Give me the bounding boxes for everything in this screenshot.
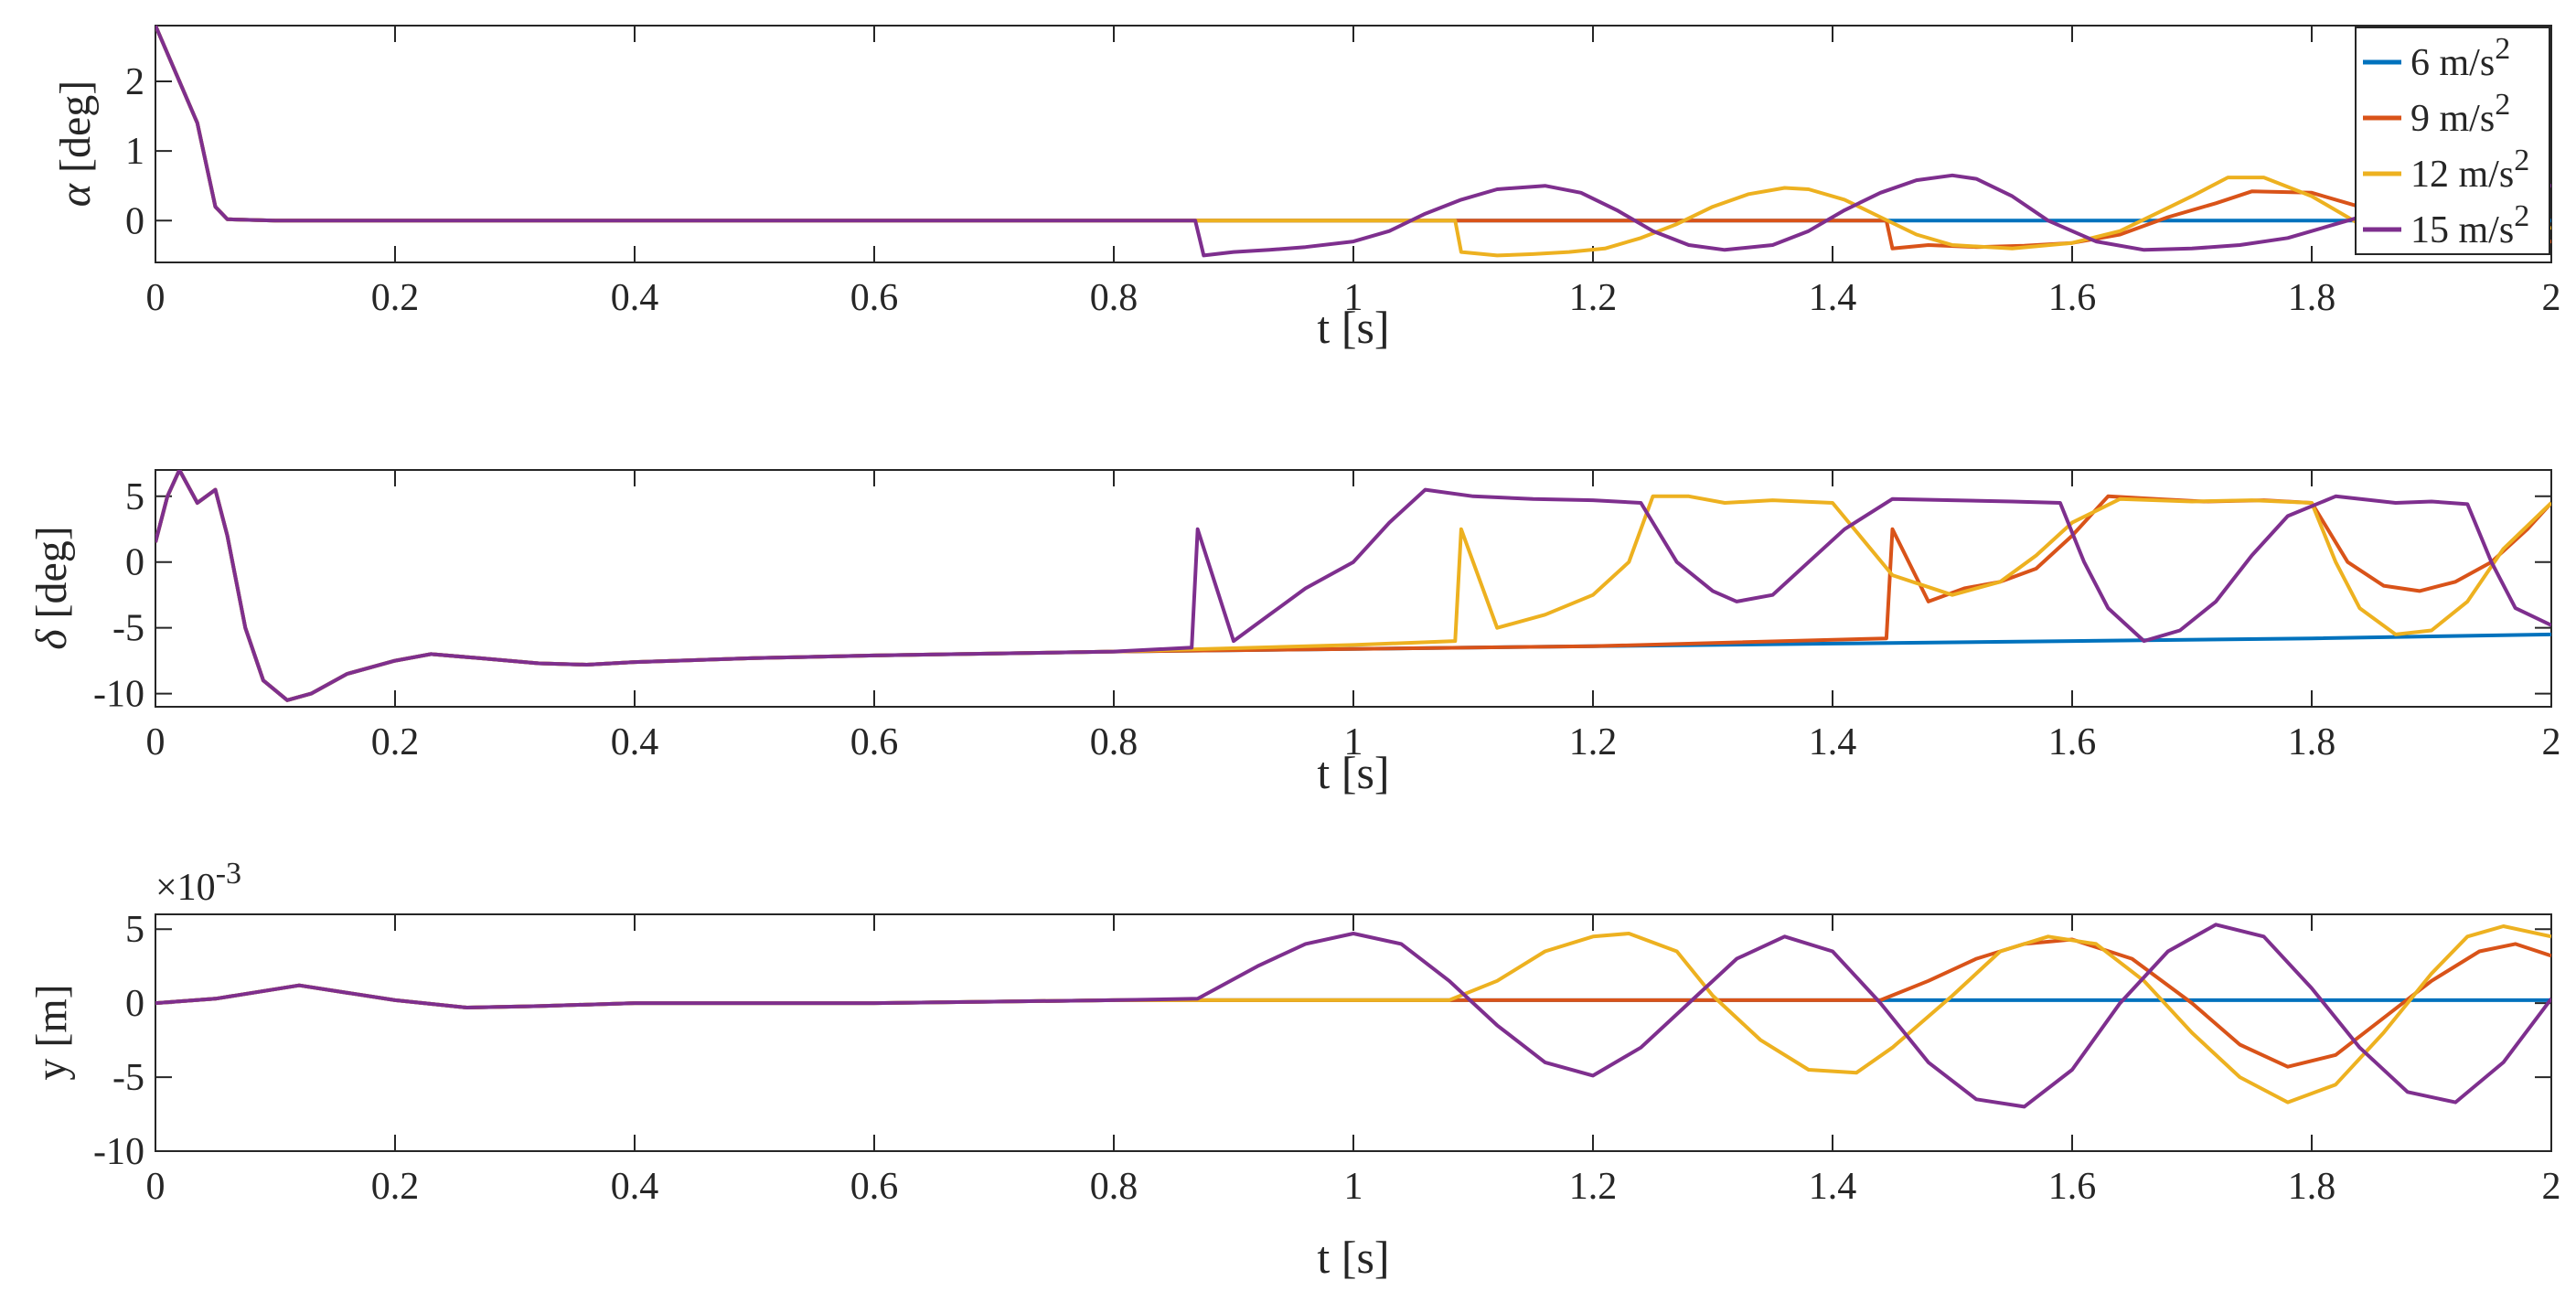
legend-label-15-base: 15 m/s bbox=[2410, 209, 2514, 251]
legend-label-9-base: 9 m/s bbox=[2410, 98, 2495, 140]
alpha-ylabel-symbol: α bbox=[51, 183, 100, 207]
delta-xtick-label: 1.2 bbox=[1569, 721, 1618, 763]
delta-series-9 bbox=[155, 470, 2551, 702]
y-xtick-label: 2 bbox=[2542, 1166, 2561, 1208]
delta-series-12 bbox=[155, 470, 2551, 702]
delta-ytick-label: 5 bbox=[125, 476, 144, 518]
alpha-xtick-label: 1.6 bbox=[2048, 277, 2097, 319]
delta-xtick-label: 1.4 bbox=[1809, 721, 1857, 763]
legend-entry-6: 6 m/s2 bbox=[2363, 32, 2510, 84]
y-xtick-label: 0.2 bbox=[371, 1166, 420, 1208]
legend-label-15-sup: 2 bbox=[2514, 199, 2529, 233]
legend-label-9-sup: 2 bbox=[2495, 88, 2510, 122]
delta-lines bbox=[155, 470, 2551, 702]
y-exponent-base: ×10 bbox=[155, 867, 216, 909]
delta-series-15 bbox=[155, 470, 2551, 702]
delta-xlabel: t [s] bbox=[1317, 747, 1389, 798]
delta-ytick-label: -5 bbox=[112, 608, 144, 650]
delta-xtick-label: 1 bbox=[1344, 721, 1363, 763]
legend-label-6: 6 m/s2 bbox=[2410, 32, 2510, 84]
y-lines bbox=[155, 923, 2551, 1109]
delta-ytick-label: 0 bbox=[125, 542, 144, 584]
legend-label-12: 12 m/s2 bbox=[2410, 144, 2529, 196]
alpha-xtick-label: 1 bbox=[1344, 277, 1363, 319]
y-ytick-label: 0 bbox=[125, 983, 144, 1025]
legend-label-9: 9 m/s2 bbox=[2410, 88, 2510, 140]
alpha-xlabel: t [s] bbox=[1317, 302, 1389, 353]
alpha-axes-box bbox=[155, 25, 2552, 263]
legend-entry-9: 9 m/s2 bbox=[2363, 88, 2510, 140]
y-exponent: ×10-3 bbox=[155, 857, 241, 909]
delta-xtick-label: 0.2 bbox=[371, 721, 420, 763]
delta-series-6 bbox=[155, 470, 2551, 702]
y-xtick-label: 1.4 bbox=[1809, 1166, 1857, 1208]
delta-ylabel: δ [deg] bbox=[27, 526, 76, 650]
alpha-xtick-label: 2 bbox=[2542, 277, 2561, 319]
y-xtick-label: 1 bbox=[1344, 1166, 1363, 1208]
alpha-xtick-label: 0.2 bbox=[371, 277, 420, 319]
delta-ytick-label: -10 bbox=[93, 674, 144, 716]
legend-label-15: 15 m/s2 bbox=[2410, 199, 2529, 251]
alpha-ytick-label: 1 bbox=[125, 131, 144, 173]
delta-xtick-label: 0 bbox=[146, 721, 166, 763]
delta-ticks: 0 0.2 0.4 0.6 0.8 1 1.2 1.4 1.6 1.8 2 -10 -5 0 5 bbox=[93, 470, 2561, 763]
y-series-12 bbox=[155, 924, 2551, 1105]
delta-xtick-label: 1.8 bbox=[2288, 721, 2336, 763]
alpha-series-9 bbox=[155, 26, 2551, 251]
y-subplot: 0 0.2 0.4 0.6 0.8 1 1.2 1.4 1.6 1.8 2 -10 -5 0 5 t [s]… bbox=[27, 857, 2561, 1283]
y-xlabel: t [s] bbox=[1317, 1232, 1389, 1283]
legend-entry-15: 15 m/s2 bbox=[2363, 199, 2529, 251]
delta-ylabel-unit: [deg] bbox=[27, 526, 76, 629]
y-xtick-label: 1.2 bbox=[1569, 1166, 1618, 1208]
delta-xtick-label: 1.6 bbox=[2048, 721, 2097, 763]
alpha-ticks: 0 0.2 0.4 0.6 0.8 1 1.2 1.4 1.6 1.8 2 0 1 2 bbox=[125, 26, 2561, 319]
y-exponent-sup: -3 bbox=[216, 857, 241, 891]
alpha-ylabel: α [deg] bbox=[51, 80, 100, 207]
delta-xtick-label: 2 bbox=[2542, 721, 2561, 763]
legend-label-12-sup: 2 bbox=[2514, 144, 2529, 177]
legend-label-12-base: 12 m/s bbox=[2410, 154, 2514, 196]
alpha-ytick-label: 0 bbox=[125, 200, 144, 242]
y-ytick-label: -10 bbox=[93, 1131, 144, 1173]
y-ticks: 0 0.2 0.4 0.6 0.8 1 1.2 1.4 1.6 1.8 2 -10 -5 0 5 bbox=[93, 909, 2561, 1208]
alpha-xtick-label: 0.4 bbox=[611, 277, 659, 319]
y-xtick-label: 0 bbox=[146, 1166, 166, 1208]
delta-subplot: 0 0.2 0.4 0.6 0.8 1 1.2 1.4 1.6 1.8 2 -10 -5 0 5 t [s]… bbox=[27, 469, 2561, 798]
legend-box bbox=[2355, 27, 2550, 255]
legend-label-6-sup: 2 bbox=[2495, 32, 2510, 66]
y-xtick-label: 0.4 bbox=[611, 1166, 659, 1208]
legend-entry-12: 12 m/s2 bbox=[2363, 144, 2529, 196]
legend-label-6-base: 6 m/s bbox=[2410, 42, 2495, 84]
alpha-series-15 bbox=[155, 26, 2551, 258]
y-xtick-label: 1.8 bbox=[2288, 1166, 2336, 1208]
y-ytick-label: -5 bbox=[112, 1057, 144, 1099]
alpha-xtick-label: 1.4 bbox=[1809, 277, 1857, 319]
delta-xtick-label: 0.6 bbox=[850, 721, 899, 763]
y-xtick-label: 0.8 bbox=[1090, 1166, 1138, 1208]
y-ylabel: y [m] bbox=[27, 984, 76, 1080]
y-series-15 bbox=[155, 923, 2551, 1109]
alpha-lines bbox=[155, 26, 2551, 258]
alpha-xtick-label: 0.8 bbox=[1090, 277, 1138, 319]
y-xtick-label: 0.6 bbox=[850, 1166, 899, 1208]
alpha-ylabel-unit: [deg] bbox=[51, 80, 100, 184]
delta-xtick-label: 0.8 bbox=[1090, 721, 1138, 763]
y-series-9 bbox=[155, 937, 2551, 1069]
alpha-xtick-label: 1.2 bbox=[1569, 277, 1618, 319]
alpha-ytick-label: 2 bbox=[125, 61, 144, 103]
delta-axes-box bbox=[155, 469, 2552, 708]
delta-ylabel-symbol: δ bbox=[27, 629, 76, 650]
alpha-series-6 bbox=[155, 26, 2551, 223]
alpha-subplot: 0 0.2 0.4 0.6 0.8 1 1.2 1.4 1.6 1.8 2 0 1 2 t [s] α [… bbox=[51, 25, 2561, 353]
y-ytick-label: 5 bbox=[125, 909, 144, 951]
delta-xtick-label: 0.4 bbox=[611, 721, 659, 763]
alpha-xtick-label: 0.6 bbox=[850, 277, 899, 319]
alpha-xtick-label: 1.8 bbox=[2288, 277, 2336, 319]
y-xtick-label: 1.6 bbox=[2048, 1166, 2097, 1208]
alpha-xtick-label: 0 bbox=[146, 277, 166, 319]
legend: 6 m/s2 9 m/s2 12 m/s2 15 m/s2 bbox=[2355, 27, 2550, 255]
